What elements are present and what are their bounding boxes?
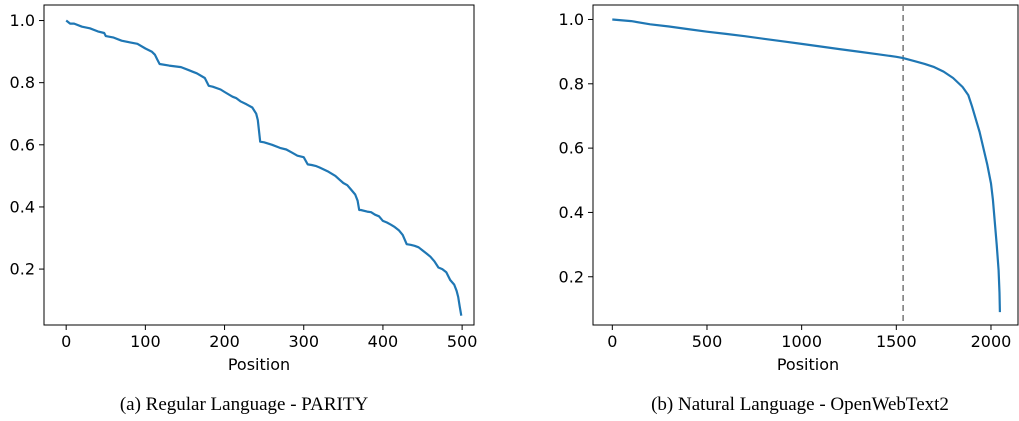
chart-b-series-line bbox=[612, 18, 1001, 313]
chart-a-x-tick-label: 400 bbox=[368, 332, 399, 351]
chart-a-x-tick-label: 200 bbox=[209, 332, 240, 351]
chart-b-y-tick-label: 0.4 bbox=[559, 203, 584, 222]
chart-b-y-tick-label: 0.8 bbox=[559, 74, 584, 93]
chart-a-series-line bbox=[65, 19, 463, 316]
chart-a-x-tick-label: 500 bbox=[447, 332, 478, 351]
chart-b-x-tick-label: 2000 bbox=[971, 332, 1012, 351]
chart-b: 0 500 1000 1500 2000 0.2 0.4 0.6 0.8 1.0 Position… bbox=[559, 4, 1019, 415]
chart-b-y-tick-label: 0.2 bbox=[559, 267, 584, 286]
chart-b-plot-area: 0 500 1000 1500 2000 0.2 0.4 0.6 0.8 1.0 bbox=[559, 4, 1019, 351]
chart-a-y-tick-label: 0.2 bbox=[10, 260, 35, 279]
chart-a-y-tick-label: 1.0 bbox=[10, 11, 35, 30]
chart-b-x-tick-label: 1000 bbox=[781, 332, 822, 351]
chart-b-x-tick-label: 0 bbox=[607, 332, 617, 351]
chart-b-x-tick-label: 500 bbox=[692, 332, 723, 351]
chart-b-y-tick-label: 1.0 bbox=[559, 10, 584, 29]
chart-b-x-tick-label: 1500 bbox=[876, 332, 917, 351]
chart-a-x-tick-label: 100 bbox=[130, 332, 161, 351]
chart-a-plot-area: 0 100 200 300 400 500 0.2 0.4 0.6 0.8 1.0 bbox=[10, 4, 478, 351]
chart-a-axes-frame bbox=[43, 4, 475, 326]
chart-b-axes-frame bbox=[592, 4, 1019, 326]
chart-a-y-tick-label: 0.4 bbox=[10, 197, 35, 216]
chart-a-x-tick-label: 0 bbox=[61, 332, 71, 351]
chart-a-y-tick-label: 0.6 bbox=[10, 135, 35, 154]
chart-a: 0 100 200 300 400 500 0.2 0.4 0.6 0.8 1.0 Position… bbox=[10, 4, 478, 415]
chart-b-y-tick-label: 0.6 bbox=[559, 139, 584, 158]
chart-a-xlabel: Position bbox=[228, 355, 290, 374]
chart-b-caption: (b) Natural Language - OpenWebText2 bbox=[651, 394, 949, 415]
chart-a-caption: (a) Regular Language - PARITY bbox=[120, 394, 369, 415]
chart-b-xlabel: Position bbox=[777, 355, 839, 374]
chart-a-x-tick-label: 300 bbox=[288, 332, 319, 351]
chart-a-y-tick-label: 0.8 bbox=[10, 73, 35, 92]
